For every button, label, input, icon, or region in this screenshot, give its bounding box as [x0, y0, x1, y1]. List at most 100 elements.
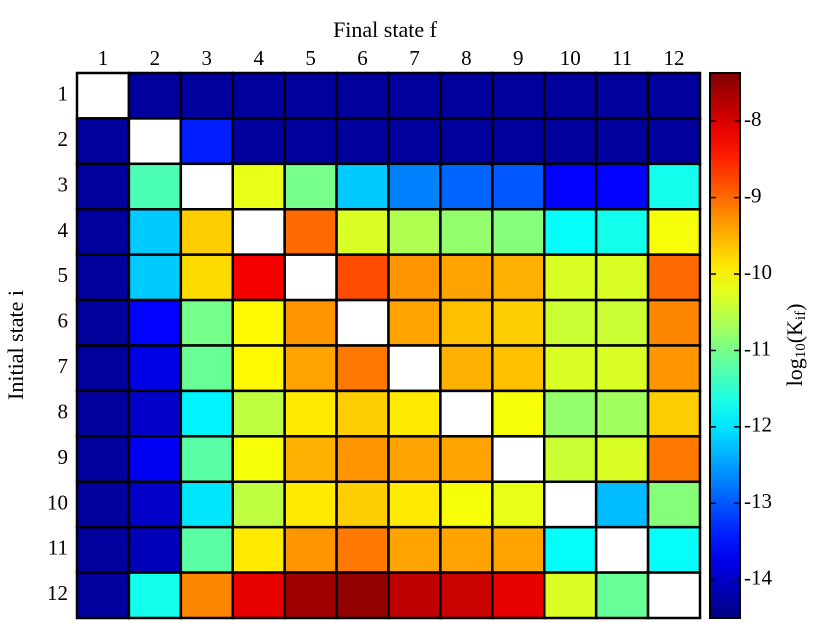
y-tick-label: 9 — [58, 445, 69, 469]
cell — [646, 208, 702, 256]
cell — [75, 117, 131, 166]
cell — [646, 298, 702, 347]
cell — [439, 208, 494, 256]
cell — [179, 344, 234, 393]
y-tick-label: 7 — [58, 354, 69, 378]
cell — [75, 208, 131, 256]
colorbar-tick-label: -9 — [744, 183, 762, 207]
cell — [335, 571, 390, 620]
y-tick-label: 12 — [47, 581, 68, 605]
cell — [231, 344, 286, 393]
cell — [594, 117, 650, 166]
cell — [231, 389, 286, 438]
empty-cell — [231, 208, 286, 256]
cell — [543, 571, 598, 620]
cell — [491, 525, 546, 574]
colorbar-title-part: 10 — [793, 343, 809, 358]
y-tick-label: 3 — [58, 172, 69, 196]
cell — [335, 71, 390, 120]
cell — [75, 162, 131, 211]
cell — [127, 435, 183, 484]
empty-cell — [543, 480, 598, 529]
cell — [127, 389, 183, 438]
cell — [387, 117, 442, 166]
cell — [335, 344, 390, 393]
colorbar-tick-label: -8 — [744, 107, 762, 131]
cell — [283, 71, 338, 120]
y-tick-label: 5 — [58, 263, 69, 287]
cell — [283, 117, 338, 166]
cell — [491, 480, 546, 529]
y-axis-title: Initial state i — [3, 290, 28, 400]
cell — [594, 389, 650, 438]
cell — [543, 389, 598, 438]
cell — [127, 571, 183, 620]
cell — [439, 525, 494, 574]
cell — [646, 71, 702, 120]
cell — [75, 298, 131, 347]
cell — [179, 298, 234, 347]
y-tick-label: 1 — [58, 82, 69, 106]
cell — [387, 71, 442, 120]
cell — [594, 162, 650, 211]
cell — [594, 253, 650, 302]
x-tick-label: 6 — [357, 46, 368, 70]
cell — [491, 253, 546, 302]
cell — [75, 571, 131, 620]
cell — [127, 344, 183, 393]
cell — [439, 571, 494, 620]
cell — [543, 344, 598, 393]
cell — [179, 71, 234, 120]
cell — [75, 253, 131, 302]
cell — [335, 117, 390, 166]
cell — [543, 162, 598, 211]
cell — [543, 117, 598, 166]
y-tick-label: 6 — [58, 309, 69, 333]
cell — [543, 298, 598, 347]
y-tick-label: 4 — [58, 218, 69, 242]
cell — [491, 389, 546, 438]
cell — [75, 389, 131, 438]
cell — [127, 71, 183, 120]
cell — [387, 525, 442, 574]
cell — [646, 117, 702, 166]
cell — [231, 525, 286, 574]
x-tick-label: 11 — [612, 46, 632, 70]
cell — [439, 435, 494, 484]
empty-cell — [75, 71, 131, 120]
cell — [231, 162, 286, 211]
cell — [75, 435, 131, 484]
empty-cell — [491, 435, 546, 484]
x-tick-label: 8 — [461, 46, 472, 70]
cell — [439, 298, 494, 347]
x-tick-label: 9 — [513, 46, 524, 70]
x-tick-label: 12 — [664, 46, 685, 70]
cell — [335, 435, 390, 484]
cell — [491, 71, 546, 120]
cell — [283, 389, 338, 438]
cell — [387, 253, 442, 302]
cell — [543, 435, 598, 484]
colorbar-tick-label: -13 — [744, 489, 772, 513]
cell — [646, 389, 702, 438]
cell — [646, 344, 702, 393]
cell — [543, 525, 598, 574]
colorbar-title-part: (K — [782, 320, 807, 343]
cell — [127, 298, 183, 347]
cell — [594, 571, 650, 620]
cell — [335, 162, 390, 211]
cell — [335, 253, 390, 302]
colorbar-title-part: ) — [782, 304, 807, 311]
cell — [231, 71, 286, 120]
cell — [543, 208, 598, 256]
cell — [179, 571, 234, 620]
cell — [543, 253, 598, 302]
cell — [179, 117, 234, 166]
x-axis-title: Final state f — [333, 17, 438, 42]
cell — [387, 208, 442, 256]
colorbar — [709, 72, 741, 619]
cell — [387, 162, 442, 211]
cell — [646, 253, 702, 302]
cell — [646, 435, 702, 484]
